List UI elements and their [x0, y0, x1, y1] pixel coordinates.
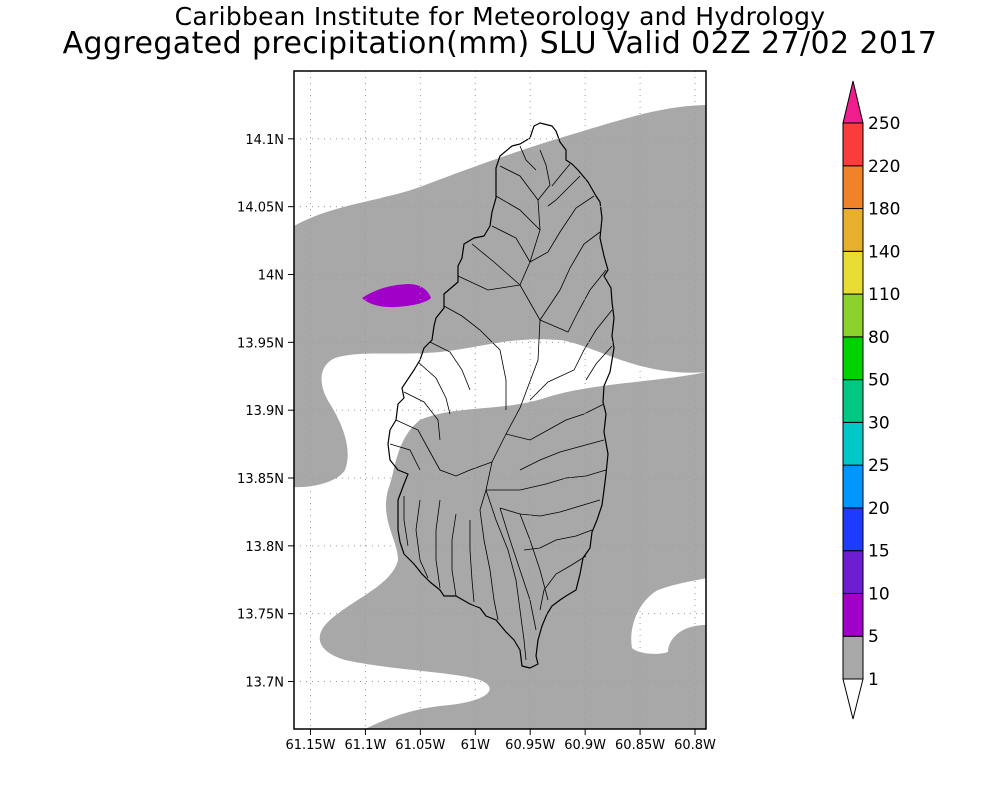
colorbar-label-180: 180 [868, 200, 900, 220]
colorbar-label-220: 220 [868, 157, 900, 177]
chart-title: Caribbean Institute for Meteorology and … [174, 2, 826, 31]
lat-tick-label-3: 13.95N [237, 336, 284, 351]
lat-tick-label-8: 13.7N [245, 676, 284, 691]
colorbar-upper-triangle [842, 80, 864, 124]
longitude-axis: 61.15W 61.1W 61.05W 61W 60.95W 60.9W 60.85W 60.… [285, 729, 716, 753]
river-network [389, 145, 613, 661]
colorbar-bin-10-15 [842, 550, 864, 594]
colorbar-lower-triangle [842, 678, 864, 720]
colorbar-bin-220-250 [842, 122, 864, 167]
colorbar-label-25: 25 [868, 456, 890, 476]
colorbar-label-10: 10 [868, 584, 890, 604]
colorbar-label-110: 110 [868, 285, 900, 305]
colorbar-label-80: 80 [868, 328, 890, 348]
colorbar-bin-180-220 [842, 165, 864, 210]
saint-lucia-island-outline [387, 122, 615, 669]
precip-patch-5-10mm [362, 284, 431, 308]
colorbar-bin-25-30 [842, 421, 864, 466]
colorbar-bin-20-25 [842, 464, 864, 509]
precip-band-north [294, 105, 706, 488]
colorbar-bin-50-80 [842, 336, 864, 381]
colorbar-label-5: 5 [868, 627, 879, 647]
colorbar-bin-15-20 [842, 507, 864, 552]
colorbar-label-1: 1 [868, 670, 879, 690]
precipitation-field [294, 105, 706, 729]
colorbar-bin-80-110 [842, 293, 864, 338]
colorbar-label-20: 20 [868, 499, 890, 519]
colorbar-bin-1-5 [842, 635, 864, 680]
chart-subtitle: Aggregated precipitation(mm) SLU Valid 0… [62, 26, 938, 61]
lat-tick-label-6: 13.8N [245, 540, 284, 555]
colorbar-bin-140-180 [842, 208, 864, 252]
lat-tick-label-7: 13.75N [237, 608, 284, 623]
lon-tick-label-0: 61.15W [285, 738, 335, 753]
colorbar-bin-110-140 [842, 250, 864, 295]
lon-tick-label-6: 60.85W [615, 738, 665, 753]
colorbar-label-250: 250 [868, 114, 900, 134]
lon-tick-label-3: 61W [461, 738, 491, 753]
lat-tick-label-0: 14.1N [245, 133, 284, 148]
colorbar-label-15: 15 [868, 542, 890, 562]
colorbar-label-140: 140 [868, 242, 900, 262]
lon-tick-label-5: 60.9W [564, 738, 606, 753]
precip-band-south [319, 372, 706, 729]
colorbar-bin-5-10 [842, 592, 864, 637]
lon-tick-label-4: 60.95W [505, 738, 555, 753]
lat-tick-label-2: 14N [258, 269, 284, 284]
colorbar-bin-30-50 [842, 379, 864, 423]
lon-tick-label-7: 60.8W [674, 738, 716, 753]
lon-tick-label-2: 61.05W [395, 738, 445, 753]
lon-tick-label-1: 61.1W [345, 738, 387, 753]
colorbar-label-50: 50 [868, 371, 890, 391]
lat-tick-label-4: 13.9N [245, 404, 284, 419]
lat-tick-label-5: 13.85N [237, 472, 284, 487]
colorbar-label-30: 30 [868, 413, 890, 433]
lat-tick-label-1: 14.05N [237, 201, 284, 216]
latitude-axis: 14.1N 14.05N 14N 13.95N 13.9N 13.85N 13.8N 13.7… [237, 133, 294, 691]
map-frame [293, 70, 707, 730]
